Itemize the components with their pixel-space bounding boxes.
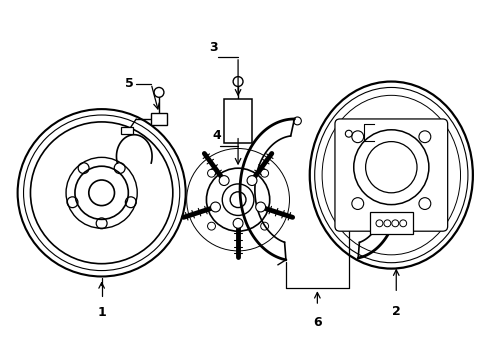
Text: 1: 1 (97, 306, 106, 319)
Text: 6: 6 (312, 316, 321, 329)
Circle shape (233, 219, 243, 228)
Text: 3: 3 (208, 41, 217, 54)
FancyBboxPatch shape (121, 127, 133, 134)
Text: 4: 4 (211, 129, 220, 142)
FancyBboxPatch shape (224, 99, 251, 143)
Ellipse shape (322, 95, 460, 255)
FancyBboxPatch shape (334, 119, 447, 231)
FancyBboxPatch shape (151, 113, 166, 125)
Circle shape (206, 168, 269, 231)
Circle shape (255, 202, 265, 212)
Text: 2: 2 (391, 305, 400, 318)
FancyBboxPatch shape (369, 212, 412, 234)
Circle shape (186, 148, 289, 251)
Circle shape (219, 176, 228, 185)
Circle shape (89, 180, 114, 206)
Circle shape (246, 176, 256, 185)
Circle shape (353, 130, 428, 204)
Text: 5: 5 (125, 77, 133, 90)
Circle shape (210, 202, 220, 212)
